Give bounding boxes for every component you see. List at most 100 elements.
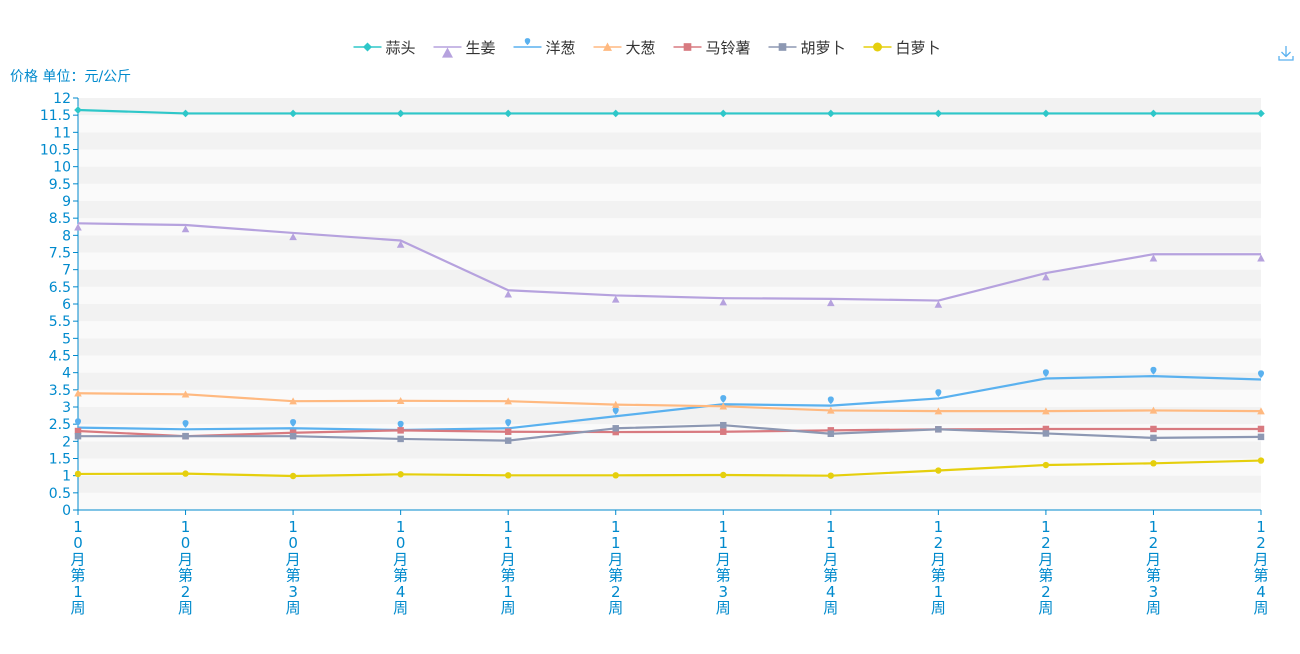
legend-item[interactable]: 蒜头: [353, 39, 416, 57]
data-point: [289, 432, 297, 440]
legend-marker: [442, 47, 453, 58]
x-tick-label: 1 1 月第 2 周: [608, 518, 623, 617]
data-point: [719, 298, 728, 306]
data-point: [935, 389, 942, 397]
grid-band: [78, 149, 1261, 167]
data-point: [827, 472, 835, 479]
legend: 蒜头 生姜 洋葱 大葱 马铃薯 胡萝卜 白萝卜: [353, 38, 941, 58]
data-point: [396, 240, 405, 248]
series-line: [77, 108, 1261, 115]
data-point: [75, 418, 81, 427]
legend-label: 马铃薯: [706, 39, 751, 57]
series-7: [74, 457, 1265, 480]
data-point: [612, 425, 619, 432]
y-tick-label: 6: [62, 297, 71, 313]
series-1: [74, 106, 1265, 118]
data-point: [397, 471, 404, 478]
data-point: [290, 419, 297, 427]
legend-item[interactable]: 白萝卜: [863, 39, 941, 57]
x-tick-label: 1 0 月第 2 周: [178, 518, 193, 617]
data-point: [182, 432, 189, 440]
x-tick-label: 1 1 月第 4 周: [823, 518, 838, 617]
grid-band: [78, 166, 1261, 184]
data-point: [1257, 254, 1265, 262]
data-point: [182, 420, 189, 428]
grid-band: [78, 183, 1261, 201]
data-point: [504, 428, 512, 435]
data-point: [1150, 434, 1157, 442]
data-point: [1150, 366, 1157, 375]
data-point: [289, 397, 297, 405]
series-line: [78, 424, 1262, 442]
y-tick-label: 0.5: [49, 486, 71, 502]
y-tick-label: 5.5: [49, 314, 71, 330]
y-axis-label: 价格 单位：元/公斤: [10, 69, 131, 85]
grid-band: [78, 355, 1261, 373]
legend-item[interactable]: 生姜: [433, 39, 496, 58]
grid-band: [78, 98, 1261, 116]
data-point: [1257, 425, 1265, 433]
data-point: [827, 430, 835, 438]
data-point: [504, 290, 512, 298]
data-point: [827, 406, 835, 414]
data-point: [719, 402, 728, 410]
data-point: [720, 428, 727, 435]
data-point: [504, 472, 512, 479]
y-tick-label: 2: [62, 434, 71, 450]
legend-item[interactable]: 马铃薯: [673, 39, 751, 57]
y-tick-label: 7: [62, 263, 71, 279]
y-tick-label: 4.5: [49, 349, 71, 365]
data-point: [397, 420, 404, 429]
data-point: [1042, 369, 1049, 377]
data-point: [1042, 425, 1050, 433]
x-axis: 1 0 月第 1 周 1 0 月第 2 周 1 0 月第 3 周 1 0 月第 4 周 1 1 月第 1 周 1 1 月第 2 周 1 1 月第…: [70, 509, 1269, 617]
data-point: [1150, 460, 1157, 467]
legend-marker: [524, 38, 531, 46]
y-tick-label: 5: [62, 331, 71, 347]
y-tick-label: 4: [62, 366, 71, 382]
y-tick-label: 3: [62, 400, 71, 416]
legend-item[interactable]: 胡萝卜: [768, 39, 846, 57]
data-point: [289, 429, 297, 436]
data-point: [719, 109, 728, 118]
data-point: [1042, 407, 1050, 415]
legend-item[interactable]: 洋葱: [513, 38, 576, 57]
data-point: [74, 427, 82, 435]
y-tick-label: 8: [62, 228, 71, 244]
data-point: [397, 427, 404, 434]
y-tick-label: 0: [62, 503, 71, 519]
download-icon[interactable]: [1276, 43, 1296, 63]
data-point: [505, 419, 512, 427]
grid-band: [78, 321, 1261, 339]
legend-marker: [363, 42, 372, 52]
grid-band: [78, 492, 1261, 510]
grid-band: [78, 218, 1261, 236]
series-line: [77, 459, 1262, 478]
y-tick-label: 8.5: [49, 211, 71, 227]
data-point: [611, 295, 620, 303]
data-point: [1257, 407, 1265, 415]
grid-band: [78, 338, 1261, 356]
legend-item[interactable]: 大葱: [593, 39, 656, 57]
data-point: [181, 390, 190, 398]
x-tick-label: 1 1 月第 1 周: [501, 518, 516, 617]
data-point: [720, 471, 727, 479]
y-tick-label: 7.5: [49, 246, 71, 262]
grid-band: [78, 458, 1261, 476]
legend-label: 白萝卜: [896, 39, 941, 57]
data-point: [827, 109, 835, 118]
x-tick-label: 1 0 月第 4 周: [393, 518, 408, 617]
legend-label: 大葱: [626, 39, 656, 57]
x-tick-label: 1 2 月第 4 周: [1253, 518, 1268, 617]
data-point: [504, 109, 512, 118]
data-point: [1150, 425, 1157, 433]
data-point: [181, 225, 190, 233]
y-tick-label: 10.5: [40, 143, 71, 159]
series-layer: [74, 106, 1265, 480]
legend-marker: [683, 43, 692, 51]
series-line: [77, 375, 1262, 432]
data-point: [934, 407, 943, 415]
data-point: [1042, 430, 1050, 437]
legend-label: 胡萝卜: [801, 39, 846, 57]
data-point: [1042, 109, 1050, 118]
